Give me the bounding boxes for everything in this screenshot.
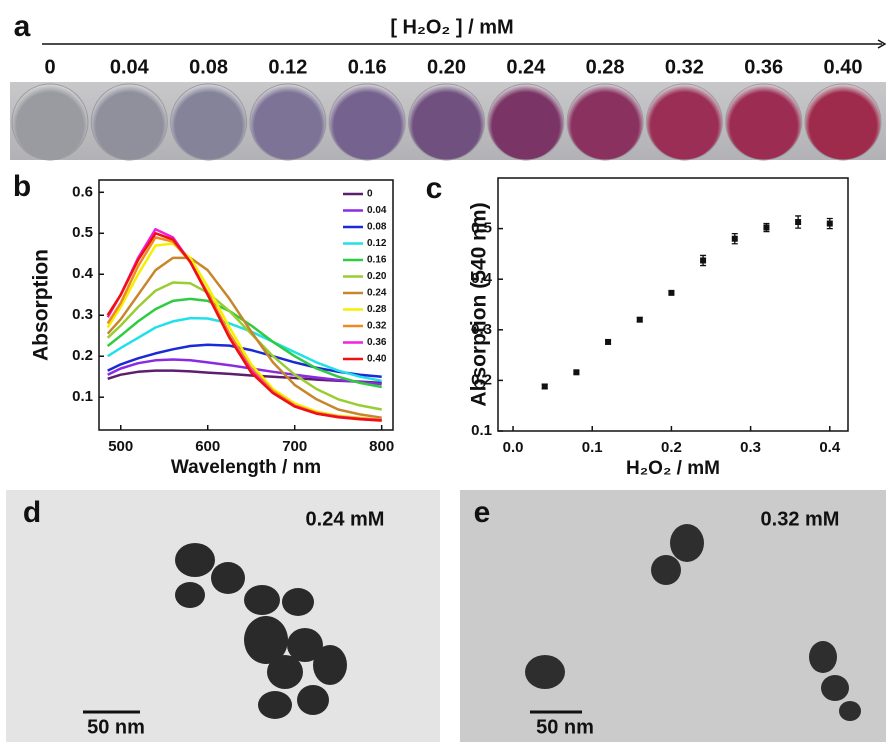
legend-label: 0.32 [367,321,387,332]
well-label: 0 [44,56,55,78]
well-label: 0.08 [189,56,228,78]
particle [267,655,303,689]
legend-label: 0.08 [367,222,387,233]
y-tick-label: 0.6 [72,183,93,200]
well-label: 0.16 [348,56,387,78]
y-tick-label: 0.5 [72,224,93,241]
legend-label: 0.28 [367,304,387,315]
data-point [700,257,706,263]
particle [282,588,314,616]
y-tick-label: 0.2 [72,347,93,364]
data-point [827,221,833,227]
particle [175,543,215,577]
data-point [795,219,801,225]
micrograph-label: 0.32 mM [761,508,840,530]
data-point [542,383,548,389]
y-tick-label: 0.1 [471,422,492,439]
x-tick-label: 0.3 [740,439,761,456]
well-label: 0.36 [744,56,783,78]
y-tick-label: 0.4 [72,265,94,282]
x-tick-label: 700 [282,438,307,455]
y-axis-label: Absorption (540 nm) [468,202,491,406]
figure: a [ H₂O₂ ] / mM b c d 0.24 mM 50 nm e 0.… [0,0,886,742]
particle [313,645,347,685]
well [409,84,485,160]
data-point [668,290,674,296]
x-axis-label: H₂O₂ / mM [626,458,720,479]
y-tick-label: 0.3 [72,306,93,323]
x-tick-label: 500 [108,438,133,455]
well [171,84,247,160]
well [805,84,881,160]
legend-label: 0.40 [367,354,387,365]
spectrum-line [108,258,382,418]
well-label: 0.20 [427,56,466,78]
well [646,84,722,160]
x-tick-label: 0.2 [661,439,682,456]
x-tick-label: 600 [195,438,220,455]
particle [297,685,329,715]
x-tick-label: 0.4 [819,439,841,456]
x-tick-label: 0.1 [582,439,603,456]
particle [821,675,849,701]
x-tick-label: 800 [369,438,394,455]
legend-label: 0.36 [367,337,387,348]
legend-label: 0.20 [367,271,387,282]
y-tick-label: 0.1 [72,388,93,405]
micrograph-label: 0.24 mM [306,508,385,530]
panel-label: d [23,496,41,529]
panel-label: a [14,10,31,43]
data-point [605,339,611,345]
well-label: 0.32 [665,56,704,78]
wells-title: [ H₂O₂ ] / mM [390,16,513,38]
legend-label: 0.16 [367,255,387,266]
well [91,84,167,160]
well-label: 0.12 [268,56,307,78]
panel-label: c [426,172,443,205]
well-label: 0.40 [824,56,863,78]
legend-label: 0.24 [367,288,387,299]
particle [651,555,681,585]
y-axis-label: Absorption [30,249,53,361]
legend-label: 0.04 [367,205,387,216]
well-label: 0.04 [110,56,150,78]
panel-label: e [474,496,491,529]
particle [211,562,245,594]
particle [670,524,704,562]
data-point [573,369,579,375]
data-point [637,317,643,323]
particle [839,701,861,721]
x-axis-label: Wavelength / nm [171,457,321,478]
data-point [763,225,769,231]
wells [12,84,881,160]
scale-bar-label: 50 nm [87,716,145,738]
scale-bar-label: 50 nm [536,716,594,738]
particle [809,641,837,673]
particle [175,582,205,608]
particle [525,655,565,689]
data-point [732,236,738,242]
well [329,84,405,160]
legend-label: 0.12 [367,238,387,249]
legend-label: 0 [367,189,373,200]
well-label: 0.28 [586,56,625,78]
x-tick-label: 0.0 [503,439,524,456]
spectrum-line [108,283,382,410]
panel-label: b [13,170,31,203]
well [12,84,88,160]
plot-frame [99,180,393,430]
well [488,84,564,160]
well [567,84,643,160]
well [726,84,802,160]
well [250,84,326,160]
well-label: 0.24 [506,56,546,78]
particle [244,585,280,615]
particle [258,691,292,719]
